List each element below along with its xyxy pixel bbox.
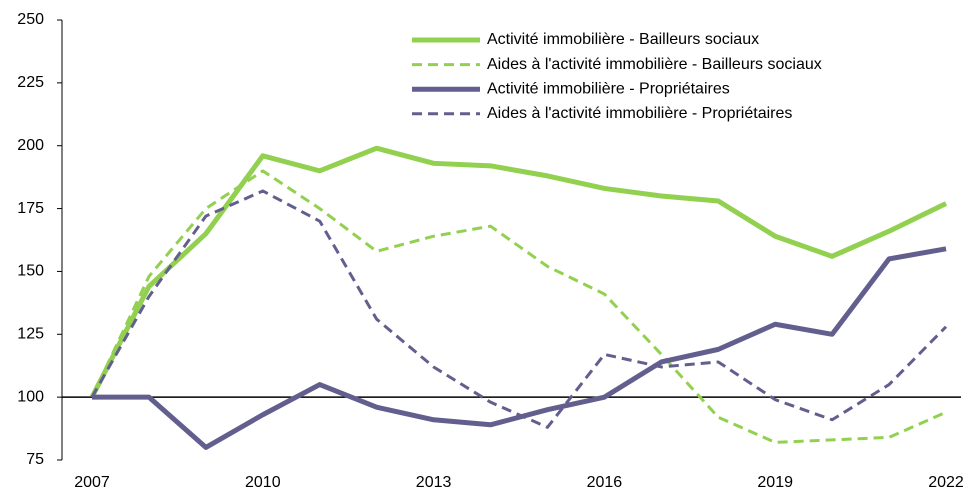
x-tick-label: 2016 (587, 474, 623, 491)
y-tick-label: 225 (17, 74, 44, 91)
x-tick-label: 2013 (416, 474, 452, 491)
legend-label: Activité immobilière - Propriétaires (487, 80, 730, 97)
series-line (90, 189, 948, 429)
y-tick-label: 75 (26, 451, 44, 468)
y-tick-label: 200 (17, 137, 44, 154)
y-tick-label: 125 (17, 326, 44, 343)
x-tick-label: 2010 (245, 474, 281, 491)
x-tick-label: 2007 (74, 474, 110, 491)
y-tick-label: 175 (17, 200, 44, 217)
legend-label: Aides à l'activité immobilière - Proprié… (487, 105, 792, 122)
x-tick-label: 2022 (928, 474, 964, 491)
series-line (90, 169, 947, 444)
x-tick-label: 2019 (757, 474, 793, 491)
series-line (89, 145, 948, 399)
series-line (92, 246, 947, 450)
y-tick-label: 250 (17, 11, 44, 28)
legend-label: Activité immobilière - Bailleurs sociaux (487, 31, 759, 48)
y-tick-label: 150 (17, 263, 44, 280)
legend-label: Aides à l'activité immobilière - Bailleu… (487, 56, 822, 73)
y-tick-label: 100 (17, 388, 44, 405)
